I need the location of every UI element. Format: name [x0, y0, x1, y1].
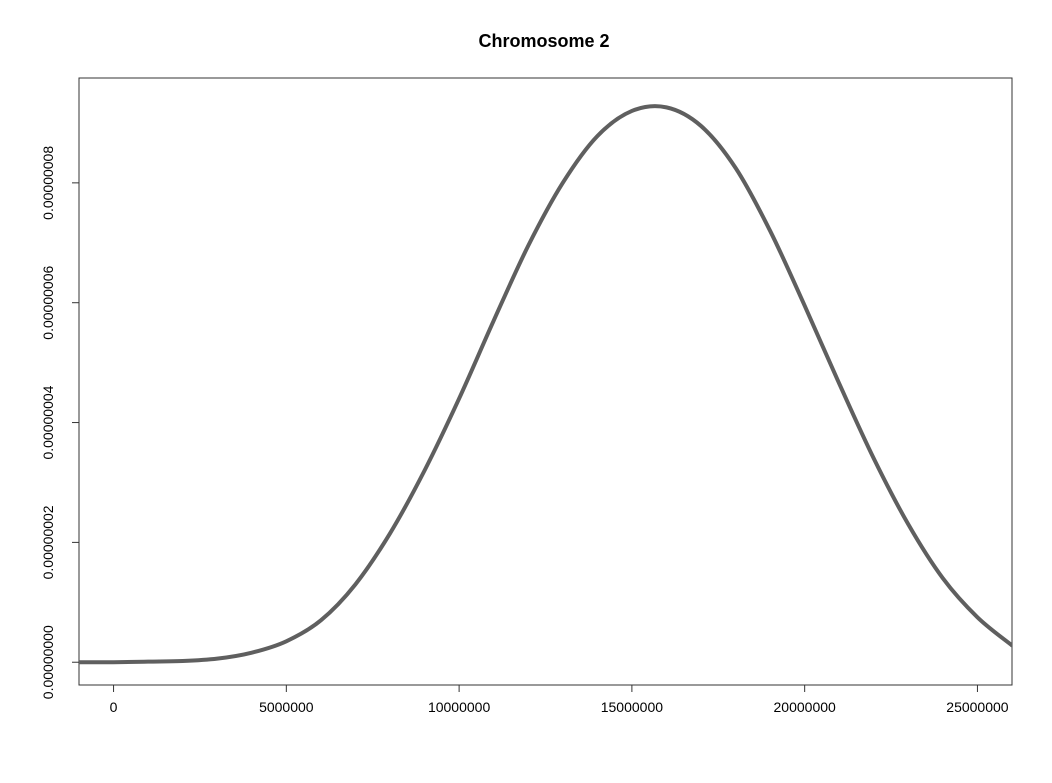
y-tick-label: 0.00000006: [40, 266, 56, 340]
x-axis: 0 5000000 10000000 15000000 20000000 25000000: [110, 685, 1009, 715]
x-tick-label: 0: [110, 699, 118, 715]
x-tick-label: 10000000: [428, 699, 491, 715]
x-tick-label: 25000000: [946, 699, 1009, 715]
chart-title: Chromosome 2: [478, 31, 609, 51]
y-axis: 0.00000000 0.00000002 0.00000004 0.00000006…: [40, 146, 79, 699]
x-tick-label: 15000000: [601, 699, 664, 715]
y-tick-label: 0.00000008: [40, 146, 56, 220]
x-tick-label: 5000000: [259, 699, 314, 715]
series-layer: [79, 104, 1012, 665]
plot-frame: [78, 77, 1013, 686]
y-tick-label: 0.00000000: [40, 625, 56, 699]
series-line-density: [79, 104, 1012, 665]
y-tick-label: 0.00000002: [40, 505, 56, 579]
x-tick-label: 20000000: [774, 699, 837, 715]
y-tick-label: 0.00000004: [40, 385, 56, 459]
